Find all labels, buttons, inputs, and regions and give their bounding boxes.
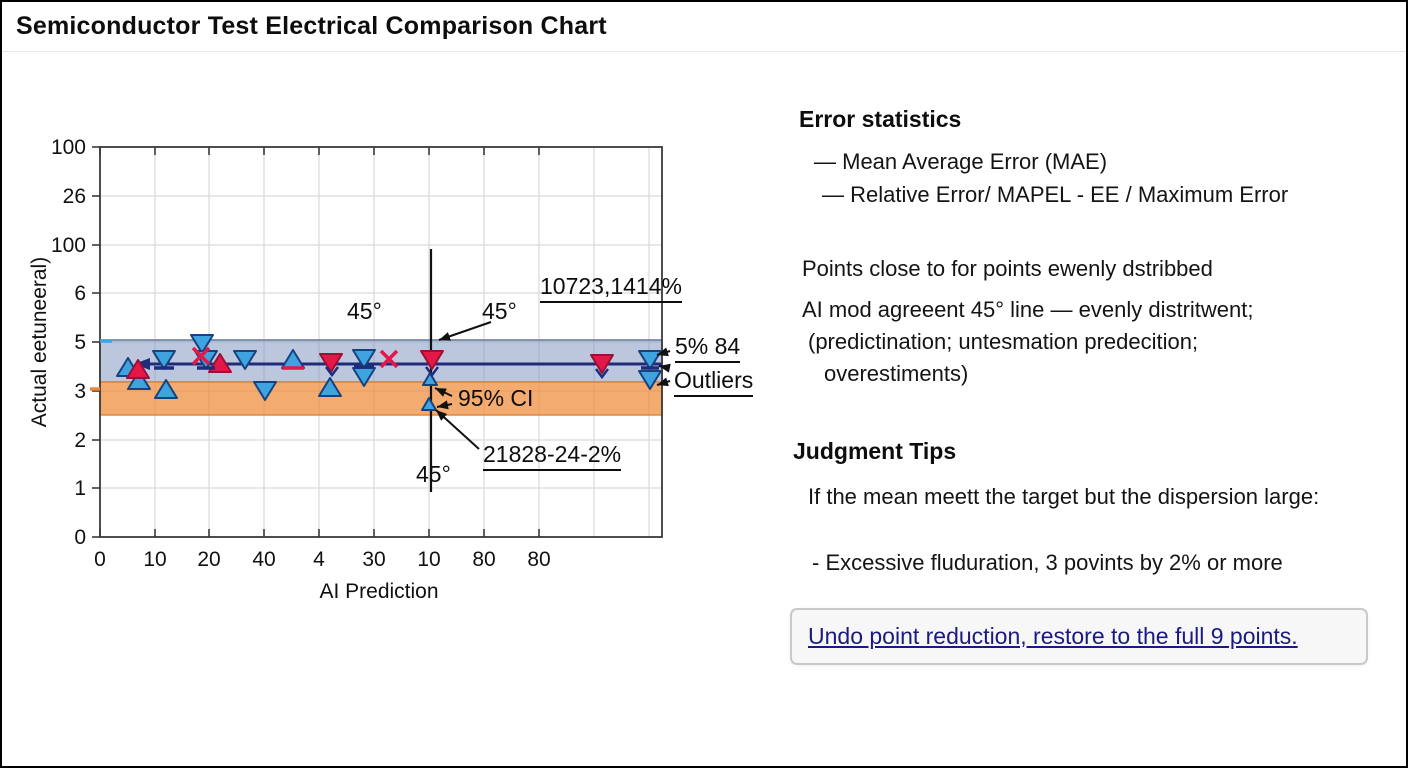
annotation-arrowhead	[439, 332, 451, 341]
chart-annotation: 10723,1414%	[540, 273, 682, 304]
chart-annotation: Outliers	[674, 367, 754, 398]
y-tick-label: 5	[74, 331, 86, 354]
scatter-point-chevron	[325, 366, 339, 378]
annotation-arrowhead	[435, 388, 447, 397]
x-tick-label: 0	[94, 548, 106, 571]
x-tick-label: 30	[362, 548, 385, 571]
scatter-point-triangle-up-blue	[154, 379, 178, 399]
chart-annotation: 45°	[416, 461, 451, 487]
scatter-point-triangle-up-blue	[318, 377, 342, 397]
scatter-point-chevron	[425, 366, 439, 378]
y-tick-label: 0	[74, 526, 86, 549]
y-tick-label: 3	[74, 380, 86, 403]
scatter-point-triangle-down-red	[420, 350, 444, 370]
points-note-line: (predictination; untesmation predecition…	[808, 329, 1199, 354]
judgment-tips-line: - Excessive fluduration, 3 povints by 2%…	[812, 550, 1283, 575]
points-note-line: Points close to for points ewenly dstrib…	[802, 256, 1213, 281]
confidence-band-lower	[99, 381, 663, 416]
confidence-band-upper	[99, 339, 663, 383]
page-title: Semiconductor Test Electrical Comparison…	[16, 12, 607, 40]
chart-annotation: 5% 84	[675, 333, 741, 364]
annotation-arrowhead	[659, 363, 671, 373]
y-tick-label: 1	[74, 477, 86, 500]
title-separator	[2, 51, 1406, 52]
scatter-point-triangle-down-blue	[352, 349, 376, 369]
scatter-point-triangle-down-blue	[190, 334, 214, 354]
error-statistics-item: — Mean Average Error (MAE)	[814, 149, 1108, 174]
scatter-point-x-marker	[379, 349, 399, 369]
x-tick-label: 10	[417, 548, 440, 571]
chart-annotation: 45°	[347, 298, 382, 324]
scatter-point-triangle-down-blue	[152, 350, 176, 370]
error-statistics-item: — Relative Error/ MAPEL - EE / Maximum E…	[822, 182, 1289, 207]
undo-point-reduction-link[interactable]: Undo point reduction, restore to the ful…	[808, 623, 1298, 649]
scatter-point-triangle-down-blue	[253, 381, 277, 401]
scatter-point-triangle-up-blue	[421, 397, 437, 411]
chart-annotation: 21828-24-2%	[483, 441, 622, 472]
annotation-arrowhead	[436, 410, 448, 421]
x-axis-label: AI Prediction	[319, 580, 439, 603]
y-tick-label: 100	[51, 234, 86, 257]
points-note-line: AI mod agreeent 45° line — evenly distri…	[802, 297, 1254, 322]
y-tick-label: 26	[63, 185, 86, 208]
x-tick-label: 20	[197, 548, 220, 571]
chart-annotation: 95% CI	[458, 385, 534, 411]
undo-point-reduction-button[interactable]: Undo point reduction, restore to the ful…	[790, 608, 1368, 665]
judgment-tips-heading: Judgment Tips	[793, 438, 957, 464]
x-tick-label: 10	[143, 548, 166, 571]
error-statistics-heading: Error statistics	[799, 106, 962, 132]
scatter-point-chevron	[595, 368, 609, 380]
annotation-arrowhead	[657, 347, 669, 357]
y-tick-label: 2	[74, 429, 86, 452]
x-tick-label: 80	[527, 548, 550, 571]
scatter-point-x-marker	[191, 346, 211, 366]
scatter-point-triangle-down-blue	[638, 370, 662, 390]
x-tick-label: 80	[472, 548, 495, 571]
scatter-point-triangle-down-red	[590, 354, 614, 374]
mean-line-arrowhead	[134, 358, 150, 370]
scatter-point-triangle-down-blue	[233, 350, 257, 370]
judgment-tips-line: If the mean meett the target but the dis…	[808, 484, 1320, 509]
y-axis-label: Actual eetuneeral)	[28, 256, 51, 428]
x-tick-label: 40	[252, 548, 275, 571]
scatter-point-triangle-down-red	[319, 353, 343, 373]
scatter-point-triangle-up-blue	[422, 372, 438, 386]
points-note-line: overestiments)	[824, 361, 969, 386]
scatter-point-triangle-up-red	[126, 359, 150, 379]
chart-annotation: 45°	[482, 298, 517, 324]
annotation-arrowhead	[657, 377, 669, 387]
y-tick-label: 6	[74, 282, 86, 305]
scatter-point-triangle-down-blue	[638, 350, 662, 370]
scatter-point-triangle-up-blue	[127, 370, 151, 390]
y-tick-label: 100	[51, 136, 86, 159]
x-tick-label: 4	[313, 548, 325, 571]
annotation-arrowhead	[437, 400, 449, 410]
